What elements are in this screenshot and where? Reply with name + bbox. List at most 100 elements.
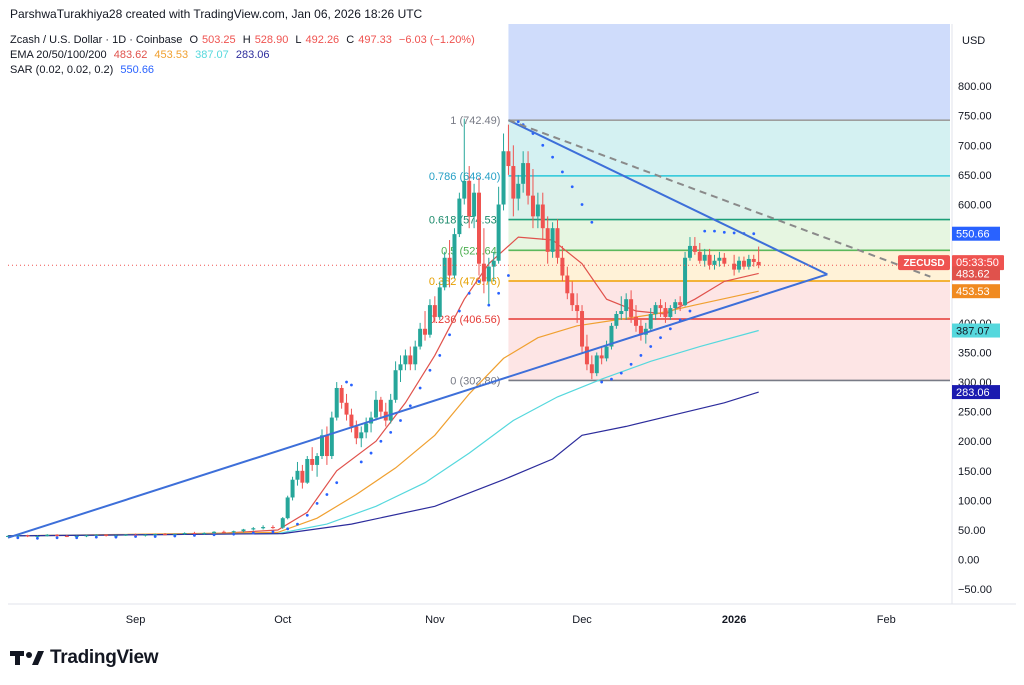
sar-dot [497,291,501,295]
sar-dot [408,404,412,408]
candle-body [344,402,349,415]
candle-body [324,435,329,457]
sar-dot [399,419,402,422]
countdown-badge [952,255,1004,271]
candle-body [687,245,692,258]
x-axis-tick-label: Nov [425,614,445,626]
candle-body [35,535,40,537]
candle-body [270,527,275,529]
candle-body [452,234,457,276]
symbol-title[interactable]: Zcash / U.S. Dollar · 1D · Coinbase [10,34,183,46]
candle-body [182,532,187,535]
candle-body [315,456,320,465]
sar-dot [305,513,309,517]
axis-price-badge [952,284,1000,299]
sar-dot [153,535,157,538]
candle-body [251,528,256,530]
sar-dot [94,535,98,539]
candle-body [751,258,756,262]
sar-dot [418,386,422,390]
candle-body [437,287,442,317]
candle-body [668,308,673,317]
ema-100-value: 387.07 [195,49,229,61]
candle-body [580,311,585,347]
candle-body [354,426,359,439]
sar-dot [428,368,432,372]
axis-price-badge-label: 483.62 [956,268,990,280]
tradingview-logo-icon [10,651,44,665]
candle-body [300,470,305,483]
fib-level-label: 1 (742.49) [450,115,500,127]
sar-dot [668,327,672,331]
y-axis-tick-label: 50.00 [958,525,986,537]
axis-price-badge-label: 453.53 [956,286,990,298]
sar-dot [629,362,633,366]
candle-body [64,535,69,537]
sar-dot [610,377,613,381]
y-axis-tick-label: 0.00 [958,555,979,567]
sar-dot [16,536,20,540]
candle-body [501,151,506,205]
sar-dot [752,232,756,236]
candle-body [192,532,197,534]
candle-body [746,258,751,267]
sar-dot [580,203,584,206]
candle-body [261,527,266,529]
candle-body [408,355,413,365]
candle-body [496,204,501,261]
candle-body [732,263,737,270]
candle-body [104,534,109,536]
ema-label[interactable]: EMA 20/50/100/200 [10,49,107,61]
sar-dot [457,309,461,313]
candle-body [648,314,653,329]
candle-body [305,459,310,483]
candle-body [388,399,393,421]
candle-body [594,355,599,374]
trendline [7,273,828,539]
candle-body [545,228,550,252]
axis-price-badge [952,385,1000,400]
created-by-line: ParshwaTurakhiya28 created with TradingV… [10,7,423,21]
candle-body [442,257,447,288]
candle-body [663,308,668,317]
candle-body [423,328,428,335]
tradingview-logo[interactable]: TradingView [10,647,159,669]
candle-body [15,535,20,537]
currency-label: USD [962,35,985,47]
sar-label[interactable]: SAR (0.02, 0.02, 0.2) [10,64,114,76]
sar-dot [561,170,564,174]
axis-price-badge-label: 550.66 [956,229,990,241]
candle-body [364,423,369,433]
sar-dot [438,354,442,357]
y-axis-tick-label: 200.00 [958,436,992,448]
sar-dot [649,345,653,348]
sar-dot [467,291,471,295]
candle-body [712,260,717,265]
y-axis-tick-label: 250.00 [958,407,992,419]
fib-zone [508,175,950,220]
candle-body [212,531,217,533]
candle-body [491,260,496,267]
candle-body [462,180,467,199]
candle-body [702,254,707,261]
candle-body [619,311,624,314]
ema-50-value: 453.53 [154,49,189,61]
candle-body [658,305,663,309]
candle-body [447,257,452,276]
candle-body [737,260,742,270]
candle-body [221,531,226,533]
candle-body [526,163,531,196]
candle-body [467,180,472,217]
candle-body [516,183,521,199]
candle-body [511,166,516,199]
candle-body [530,195,535,217]
sar-dot [570,185,574,189]
price-chart[interactable]: 1 (742.49)0.786 (648.40)0.618 (574.53)0.… [0,0,1024,640]
x-axis-tick-label: Oct [274,614,291,626]
sar-dot [487,303,491,307]
sar-dot [619,371,623,375]
candle-body [604,346,609,359]
candle-body [55,534,60,536]
candle-body [280,518,285,528]
x-axis-tick-label: 2026 [722,614,746,626]
